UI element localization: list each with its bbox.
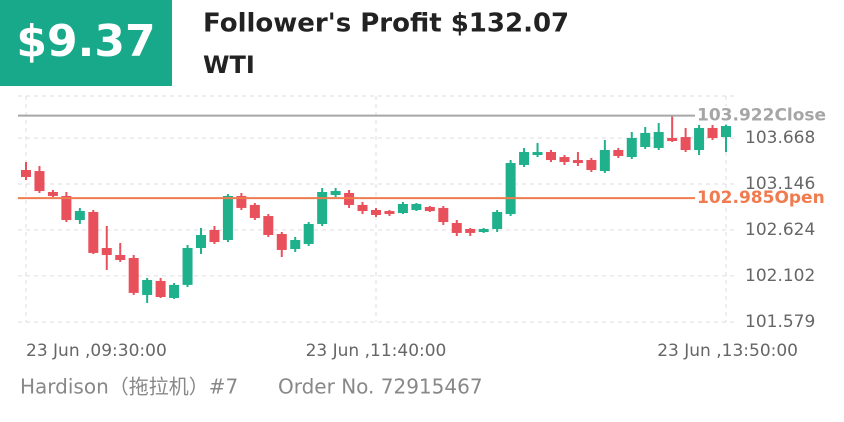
candle-body (384, 211, 395, 215)
candle-body (101, 248, 112, 255)
title: Follower's Profit $132.07 (203, 9, 569, 39)
profit-badge (0, 0, 172, 86)
candle-body (572, 160, 583, 164)
candle-body (128, 257, 139, 293)
candle-body (276, 234, 287, 250)
candle-body (330, 191, 341, 195)
candle-body (465, 228, 476, 233)
candle-body (155, 280, 166, 297)
candle-body (519, 152, 530, 165)
candle-body (196, 234, 206, 249)
candle-body (626, 138, 637, 158)
candle-body (451, 223, 462, 233)
y-tick-label: 103.146 (745, 174, 815, 194)
candle-body (249, 204, 260, 218)
reference-label: 103.922Close (697, 106, 826, 126)
candle-body (142, 279, 153, 295)
y-tick-label: 103.668 (745, 128, 815, 148)
candle-body (371, 209, 381, 215)
candle-body (586, 160, 597, 170)
candle-body (61, 195, 72, 221)
candle-body (115, 254, 126, 260)
candle-body (411, 203, 422, 210)
candle-body (438, 207, 449, 223)
trader: Hardison（拖拉机）#7 (20, 375, 238, 399)
candle-body (222, 195, 233, 241)
x-tick-label: 23 Jun ,13:50:00 (657, 341, 798, 361)
candle-body (34, 171, 45, 192)
x-tick-label: 23 Jun ,11:40:00 (306, 341, 447, 361)
candle-body (209, 229, 220, 243)
candle-body (236, 195, 247, 208)
candle-body (357, 204, 368, 212)
subtitle: WTI (203, 51, 255, 79)
reference-label-bg (697, 189, 817, 208)
y-tick-label: 102.102 (745, 266, 815, 286)
candle-body (21, 169, 31, 178)
candle-body (721, 126, 731, 138)
candle-body (707, 127, 718, 139)
candle-body (47, 192, 58, 196)
plot: 101.579 102.102 102.624 103.146 103.668 23 Ju… (18, 96, 826, 361)
candle-body (653, 132, 664, 148)
reference-label: 102.985Open (697, 188, 825, 208)
y-tick-label: 102.624 (745, 220, 815, 240)
candle-body (613, 149, 624, 156)
reference-name: Close (774, 106, 826, 126)
candle-body (694, 127, 705, 150)
reference-name: Open (774, 188, 824, 208)
candle-body (599, 149, 610, 172)
candle-body (667, 138, 678, 142)
candle-body (492, 211, 503, 229)
reference-label-bg (697, 106, 817, 125)
candle-body (263, 216, 274, 235)
x-tick-label: 23 Jun ,09:30:00 (26, 341, 167, 361)
candle-body (397, 203, 408, 214)
candle-body (640, 132, 651, 147)
order-number: Order No. 72915467 (278, 375, 483, 399)
candle-body (680, 137, 691, 150)
candle-body (317, 192, 328, 224)
candle-body (532, 152, 543, 156)
reference-value: 103.922 (697, 106, 774, 126)
reference-value: 102.985 (697, 188, 774, 208)
candle-body (546, 152, 556, 161)
candle-body (559, 157, 570, 162)
candle-body (505, 163, 516, 215)
candle-body (169, 284, 180, 298)
badge-text: $9.37 (16, 16, 155, 67)
candle-body (88, 211, 99, 253)
y-tick-label: 101.579 (745, 312, 815, 332)
candle-body (182, 248, 193, 285)
candle-body (290, 240, 301, 249)
candle-body (478, 228, 489, 232)
candle-body (74, 211, 85, 221)
candle-body (424, 206, 435, 212)
candle-body (303, 223, 314, 244)
